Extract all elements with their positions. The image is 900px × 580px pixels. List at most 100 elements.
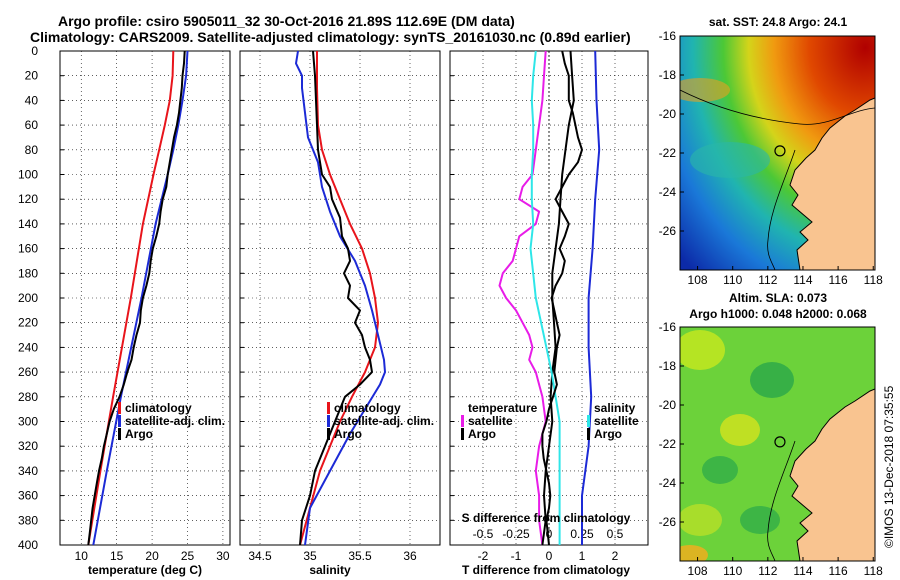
legend-satellite: satellite-adj. clim. <box>125 414 225 428</box>
depth-tick-label: 180 <box>18 266 38 280</box>
difference-x-ticks: -2 -1 0 1 2 <box>478 549 619 563</box>
difference-series <box>498 50 601 546</box>
lat-tick-label: -26 <box>659 224 677 238</box>
lon-tick-label: 116 <box>829 564 848 578</box>
series-line-argo <box>299 50 373 546</box>
sst-map-title: sat. SST: 24.8 Argo: 24.1 <box>709 15 848 29</box>
lon-tick-label: 108 <box>688 273 708 287</box>
salinity-legend: climatology satellite-adj. clim. Argo <box>327 401 434 441</box>
depth-tick-label: 200 <box>18 291 38 305</box>
depth-tick-label: 360 <box>18 489 38 503</box>
lat-tick-label: -18 <box>659 68 677 82</box>
legend-swatch-climatology <box>327 402 330 414</box>
legend-salinity-title: salinity <box>594 401 636 415</box>
sla-map-title-1: Altim. SLA: 0.073 <box>729 291 827 305</box>
temperature-x-ticks: 10 15 20 25 30 <box>75 549 230 563</box>
depth-tick-label: 40 <box>25 93 39 107</box>
sla-low-patch <box>702 456 738 484</box>
legend-argo: Argo <box>125 427 153 441</box>
sla-peak-patch <box>680 545 708 561</box>
lat-tick-label: -16 <box>659 29 677 43</box>
s-tick-label: 0 <box>546 527 553 541</box>
lon-tick-label: 108 <box>688 564 708 578</box>
legend-climatology: climatology <box>334 401 401 415</box>
depth-tick-label: 0 <box>31 44 38 58</box>
x-tick-label: 35 <box>303 549 317 563</box>
x-tick-label: 25 <box>181 549 195 563</box>
legend-sal-satellite: satellite <box>594 414 639 428</box>
s-difference-xlabel: S difference from climatology <box>462 511 631 525</box>
legend-swatch-temp-argo <box>461 428 464 440</box>
sla-lon-ticks: 108 110 112 114 116 118 <box>688 557 883 578</box>
x-tick-label: 36 <box>403 549 417 563</box>
x-tick-label: 0 <box>546 549 553 563</box>
lat-tick-label: -20 <box>659 107 677 121</box>
salinity-series <box>295 50 386 546</box>
depth-tick-label: 240 <box>18 340 38 354</box>
depth-tick-label: 140 <box>18 217 38 231</box>
depth-tick-label: 20 <box>25 69 39 83</box>
sst-lat-ticks: -16 -18 -20 -22 -24 -26 <box>659 29 684 238</box>
lon-tick-label: 112 <box>758 273 777 287</box>
temperature-panel: 10 15 20 25 30 temperature (deg C) climatolo… <box>59 50 231 577</box>
difference-panel: -2 -1 0 1 2 -0.5 -0.25 0 0.25 0.5 S difference f… <box>449 50 649 577</box>
salinity-panel: 34.5 35 35.5 36 salinity climatology satell… <box>239 50 441 577</box>
lat-tick-label: -18 <box>659 359 677 373</box>
sst-float-marker <box>774 145 786 157</box>
lon-tick-label: 112 <box>758 564 777 578</box>
legend-swatch-satellite <box>118 415 121 427</box>
sla-isobath <box>767 440 796 561</box>
depth-tick-label: 340 <box>18 464 38 478</box>
t-difference-xlabel: T difference from climatology <box>462 563 630 577</box>
x-tick-label: 30 <box>216 549 230 563</box>
salinity-xlabel: salinity <box>309 563 351 577</box>
title-line-2: Climatology: CARS2009. Satellite-adjuste… <box>30 29 631 45</box>
difference-grid <box>450 50 648 546</box>
depth-tick-label: 100 <box>18 168 38 182</box>
sla-low-patch <box>750 362 794 398</box>
imos-watermark: ©IMOS 13-Dec-2018 07:35:55 <box>882 385 896 548</box>
lat-tick-label: -26 <box>659 515 677 529</box>
sst-map: sat. SST: 24.8 Argo: 24.1 -16 -18 -20 -22 -2… <box>659 15 883 287</box>
sla-high-patch <box>720 414 760 446</box>
x-tick-label: 2 <box>612 549 619 563</box>
title-line-1: Argo profile: csiro 5905011_32 30-Oct-20… <box>58 13 515 29</box>
lat-tick-label: -20 <box>659 398 677 412</box>
legend-temp-satellite: satellite <box>468 414 513 428</box>
legend-temperature-title: temperature <box>468 401 538 415</box>
depth-tick-label: 320 <box>18 439 38 453</box>
temperature-xlabel: temperature (deg C) <box>88 563 202 577</box>
legend-swatch-satellite <box>327 415 330 427</box>
sst-warm-patch <box>680 78 730 102</box>
x-tick-label: -1 <box>511 549 522 563</box>
sla-float-marker <box>774 436 786 448</box>
lat-tick-label: -24 <box>659 476 677 490</box>
sst-cool-patch <box>690 142 770 178</box>
lon-tick-label: 110 <box>723 273 742 287</box>
sla-lat-ticks: -16 -18 -20 -22 -24 -26 <box>659 320 684 529</box>
depth-tick-label: 120 <box>18 192 38 206</box>
lat-tick-label: -22 <box>659 146 677 160</box>
s-tick-label: -0.25 <box>502 527 530 541</box>
sst-isobath-north <box>680 89 875 125</box>
depth-tick-label: 380 <box>18 513 38 527</box>
x-tick-label: -2 <box>478 549 489 563</box>
lat-tick-label: -24 <box>659 185 677 199</box>
sla-high-patch <box>680 330 725 370</box>
legend-satellite: satellite-adj. clim. <box>334 414 434 428</box>
depth-tick-label: 300 <box>18 415 38 429</box>
s-tick-label: 0.5 <box>607 527 624 541</box>
depth-tick-label: 60 <box>25 118 39 132</box>
legend-swatch-sal-argo <box>587 428 590 440</box>
depth-tick-label: 160 <box>18 242 38 256</box>
sst-isobath-south <box>767 149 796 270</box>
salinity-x-ticks: 34.5 35 35.5 36 <box>248 549 417 563</box>
depth-tick-label: 400 <box>18 538 38 552</box>
lat-tick-label: -16 <box>659 320 677 334</box>
lon-tick-label: 114 <box>793 564 812 578</box>
lon-tick-label: 110 <box>723 564 742 578</box>
series-line-salinity-climatology <box>581 50 601 545</box>
series-line-argo <box>87 50 186 546</box>
